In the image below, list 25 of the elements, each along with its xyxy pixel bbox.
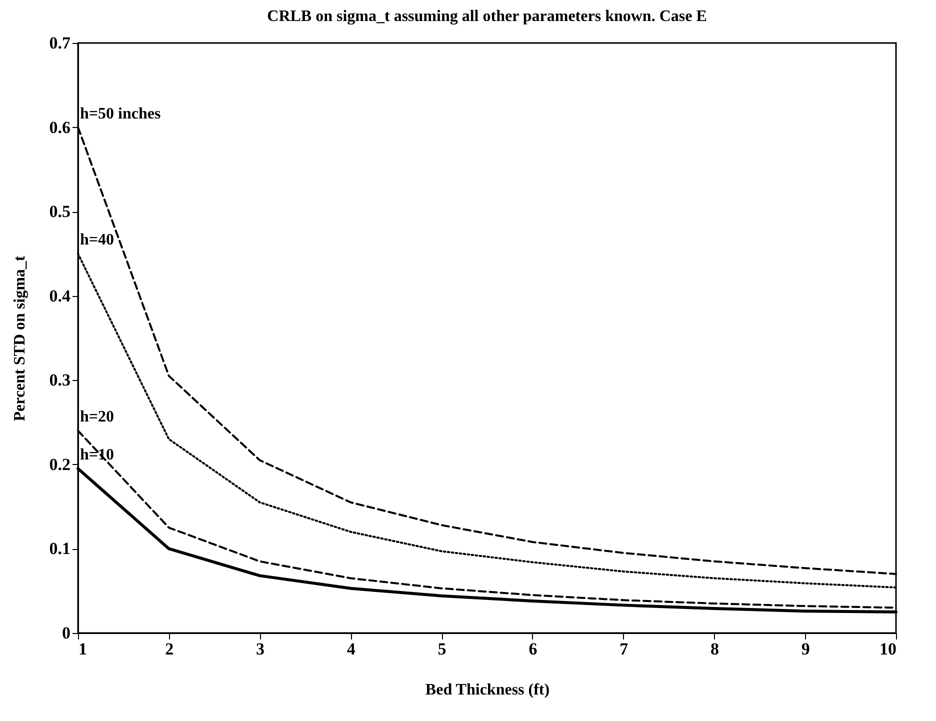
y-tick-label: 0.3: [49, 370, 70, 390]
series-label: h=20: [80, 408, 114, 426]
y-tick-label: 0.4: [49, 286, 71, 306]
x-tick-label: 2: [165, 640, 174, 658]
x-tick-label: 7: [620, 640, 629, 658]
y-tick-label: 0.2: [49, 454, 70, 474]
y-tick-label: 0.5: [49, 202, 70, 222]
chart-title: CRLB on sigma_t assuming all other parameters known. Case E: [267, 8, 707, 25]
x-tick-label: 8: [710, 640, 719, 658]
y-tick-label: 0.6: [49, 118, 70, 137]
series-label: h=50 inches: [80, 105, 161, 122]
y-axis-title: Percent STD on sigma_t: [11, 255, 28, 422]
y-tick-label: 0.7: [49, 34, 71, 52]
y-tick-label: 0: [62, 624, 70, 642]
x-axis-title: Bed Thickness (ft): [425, 682, 550, 698]
x-tick-label: 9: [801, 640, 810, 658]
x-tick-label: 4: [346, 640, 356, 658]
series-label: h=40: [80, 232, 114, 249]
y-tick-label: 0.1: [49, 539, 70, 558]
x-tick-label: 10: [880, 640, 896, 658]
x-tick-label: 6: [528, 640, 538, 658]
x-tick-label: 3: [256, 640, 265, 658]
x-tick-label: 1: [78, 640, 87, 658]
x-tick-label: 5: [438, 640, 446, 658]
series-label: h=10: [80, 446, 114, 464]
